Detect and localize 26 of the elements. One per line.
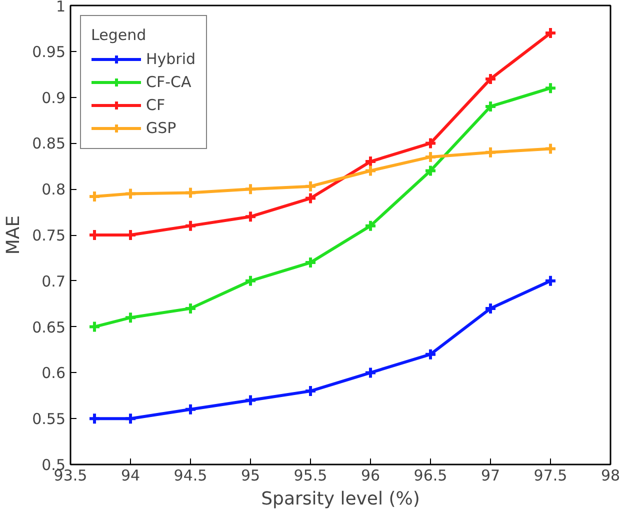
y-tick-label: 0.65	[32, 318, 66, 336]
y-tick-label: 0.6	[42, 364, 66, 382]
y-tick-label: 0.8	[42, 180, 66, 199]
y-tick-label: 0.7	[42, 272, 66, 290]
x-tick-label: 98	[600, 466, 620, 484]
x-tick-label: 96	[360, 466, 380, 484]
y-tick-label: 0.55	[32, 410, 66, 428]
x-tick-label: 96.5	[414, 466, 448, 484]
y-tick-label: 0.9	[42, 88, 66, 107]
legend-label: GSP	[146, 119, 176, 137]
y-tick-label: 0.95	[32, 42, 66, 61]
x-tick-label: 97	[480, 466, 500, 484]
y-tick-label: 1	[56, 0, 66, 16]
y-tick-label: 0.85	[32, 134, 66, 153]
x-tick-label: 95	[240, 466, 260, 484]
y-tick-label: 0.75	[32, 226, 66, 244]
x-tick-label: 97.5	[534, 466, 568, 484]
legend-title: Legend	[91, 26, 148, 44]
y-axis-title: MAE	[3, 215, 24, 255]
x-tick-label: 94.5	[174, 466, 208, 484]
x-tick-label: 95.5	[294, 466, 328, 484]
legend-label: Hybrid	[146, 50, 196, 68]
legend-label: CF-CA	[146, 73, 192, 91]
x-tick-label: 94	[120, 466, 140, 484]
x-axis-title: Sparsity level (%)	[261, 488, 420, 510]
legend-label: CF	[146, 96, 166, 114]
